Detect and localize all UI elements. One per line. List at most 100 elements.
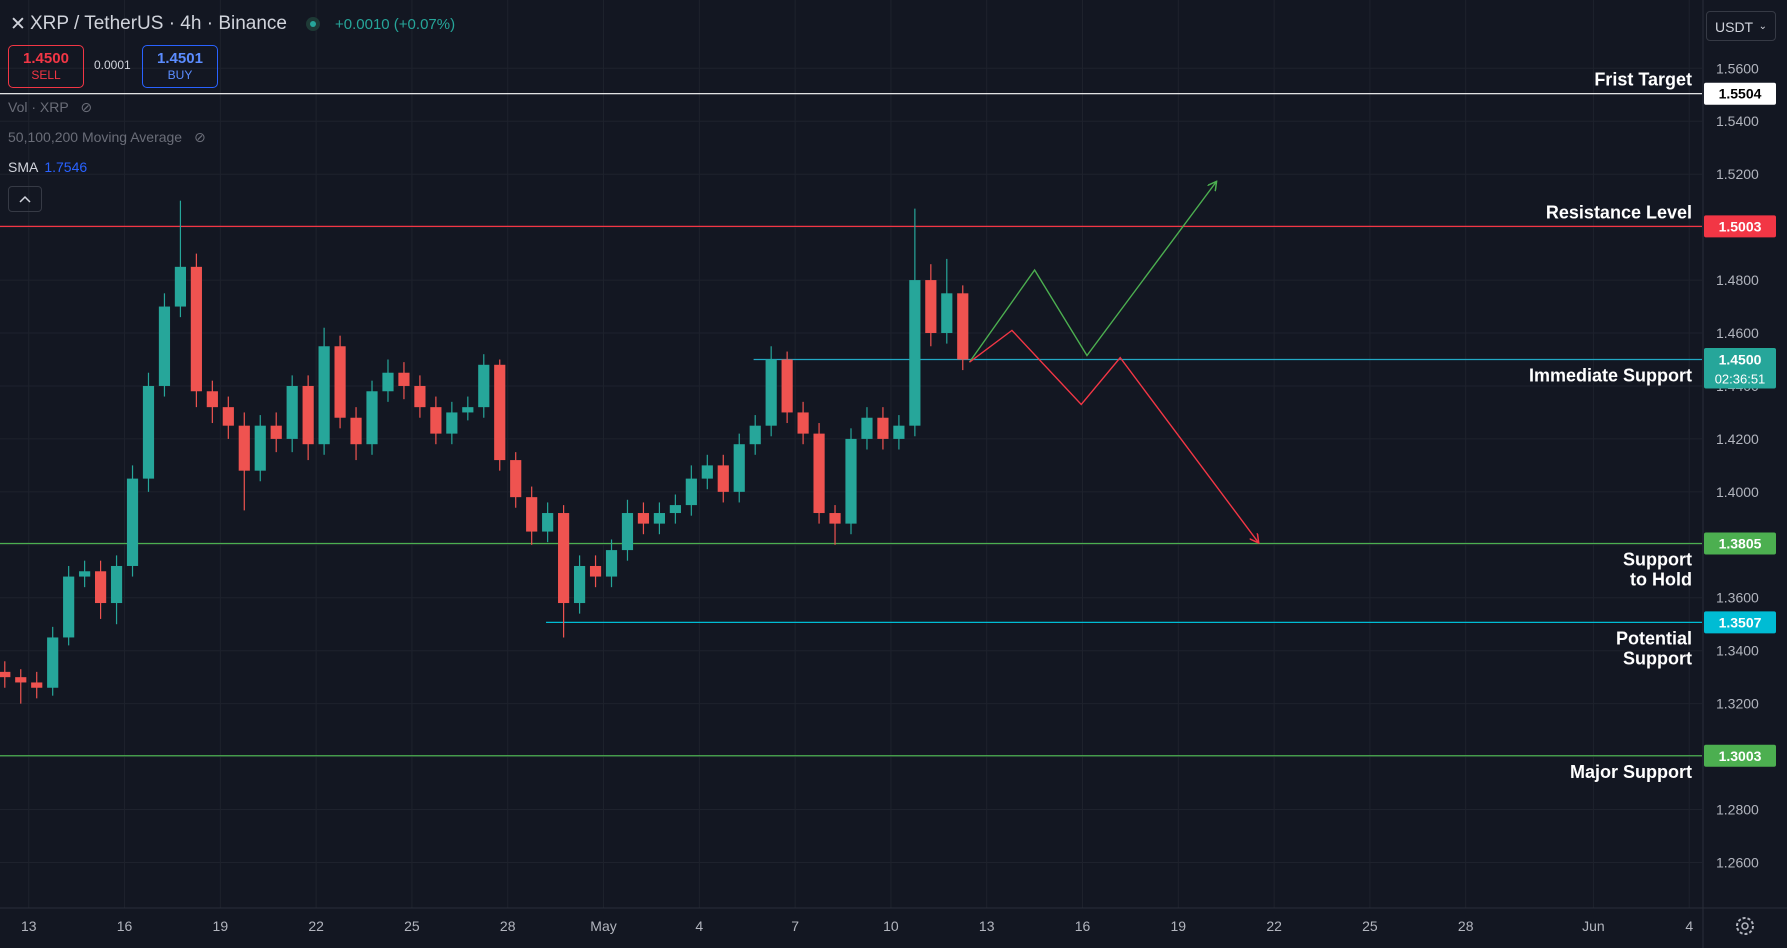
buy-price: 1.4501 [157, 50, 203, 67]
candle-body [334, 346, 346, 418]
candle-body [717, 465, 729, 492]
candle-body [302, 385, 314, 445]
price-tag-label: 1.3507 [1719, 614, 1762, 630]
collapse-icon [19, 195, 31, 203]
x-tick-label: 19 [213, 918, 229, 934]
candle-body [15, 677, 27, 683]
y-tick-label: 1.4600 [1716, 325, 1759, 341]
candle-body [0, 671, 11, 678]
candle-body [621, 513, 634, 551]
candle-body [653, 513, 665, 524]
level-label: Frist Target [1594, 70, 1692, 90]
price-tag [1704, 611, 1776, 634]
candle-body [733, 444, 745, 492]
sma-indicator[interactable]: SMA 1.7546 [8, 159, 87, 175]
y-tick-label: 1.5600 [1716, 60, 1759, 76]
candle-body [158, 306, 171, 386]
moving-average-indicator[interactable]: 50,100,200 Moving Average ⊘ [8, 129, 206, 146]
symbol-title: XRP / TetherUS · 4h · Binance [30, 13, 287, 34]
levels-layer [0, 93, 1702, 757]
candle-body [142, 385, 155, 479]
candle-body [701, 465, 713, 479]
currency-select[interactable]: USDT ⌄ [1706, 11, 1776, 41]
y-tick-label: 1.5400 [1716, 113, 1759, 129]
candle-body [957, 293, 969, 360]
hidden-eye-icon[interactable]: ⊘ [194, 129, 206, 145]
x-tick-label: 16 [1075, 918, 1091, 934]
candle-body [526, 497, 538, 532]
candle-body [446, 412, 458, 434]
x-tick-label: 7 [791, 918, 799, 934]
candle-body [238, 425, 250, 471]
y-tick-label: 1.3600 [1716, 590, 1759, 606]
level-label: to Hold [1630, 569, 1692, 589]
candle-body [909, 280, 921, 426]
candle-body [382, 372, 394, 392]
price-tag [1704, 744, 1776, 767]
candle-body [685, 478, 697, 506]
price-tag-label: 1.5504 [1719, 86, 1762, 102]
candle-body [31, 682, 43, 688]
settings-icon[interactable] [1736, 917, 1754, 935]
candle-body [749, 425, 761, 445]
x-tick-label: 13 [21, 918, 37, 934]
grid-layer [0, 0, 1702, 908]
x-tick-label: 28 [500, 918, 516, 934]
x-tick-label: 22 [308, 918, 324, 934]
hidden-eye-icon[interactable]: ⊘ [80, 99, 93, 115]
candle-body [190, 266, 202, 392]
candle-body [542, 513, 554, 532]
x-tick-label: 19 [1171, 918, 1187, 934]
sell-button[interactable]: 1.4500 SELL [8, 45, 84, 88]
y-tick-label: 1.2800 [1716, 802, 1759, 818]
x-tick-label: 22 [1266, 918, 1282, 934]
candle-body [510, 460, 522, 498]
x-tick-label: Jun [1582, 918, 1605, 934]
moving-average-label: 50,100,200 Moving Average [8, 129, 183, 145]
candle-body [589, 565, 602, 577]
y-tick-label: 1.2600 [1716, 854, 1759, 870]
x-tick-label: May [590, 918, 616, 934]
candle-body [462, 407, 474, 413]
candle-body [813, 433, 825, 514]
countdown-label: 02:36:51 [1715, 371, 1766, 386]
price-tag-label: 1.5003 [1719, 218, 1762, 234]
market-status [306, 17, 320, 31]
candle-body [765, 359, 777, 426]
price-tag-label: 1.4500 [1719, 351, 1762, 367]
y-tick-label: 1.4000 [1716, 484, 1759, 500]
spread: 0.0001 [94, 58, 131, 72]
candle-body [637, 513, 650, 524]
price-tag-label: 1.3003 [1719, 748, 1762, 764]
candle-body [286, 385, 298, 439]
collapse-button[interactable] [8, 186, 42, 212]
candle-body [494, 364, 506, 461]
candle-body [573, 565, 586, 604]
volume-indicator[interactable]: Vol · XRP ⊘ [8, 99, 92, 116]
candle-body [605, 550, 618, 577]
y-tick-label: 1.4800 [1716, 272, 1759, 288]
candle-body [254, 425, 266, 471]
candle-body [206, 391, 218, 408]
x-tick-label: 13 [979, 918, 995, 934]
sell-price: 1.4500 [23, 50, 69, 67]
candle-body [893, 425, 905, 439]
candle-body [398, 372, 410, 386]
price-tag-label: 1.3805 [1719, 535, 1762, 551]
x-tick-label: 4 [1685, 918, 1693, 934]
level-label: Support [1623, 549, 1692, 569]
candle-body [861, 417, 873, 439]
volume-label: Vol · XRP [8, 99, 69, 115]
buy-button[interactable]: 1.4501 BUY [142, 45, 218, 88]
close-icon[interactable]: ✕ [10, 14, 26, 35]
candle-body [781, 359, 793, 413]
candle-body [94, 571, 107, 604]
y-tick-label: 1.3400 [1716, 643, 1759, 659]
x-tick-label: 10 [883, 918, 899, 934]
x-tick-label: 25 [1362, 918, 1378, 934]
candle-body [558, 513, 570, 604]
candles-layer [0, 200, 969, 704]
projection-path [969, 329, 1258, 542]
candle-body [63, 576, 75, 638]
